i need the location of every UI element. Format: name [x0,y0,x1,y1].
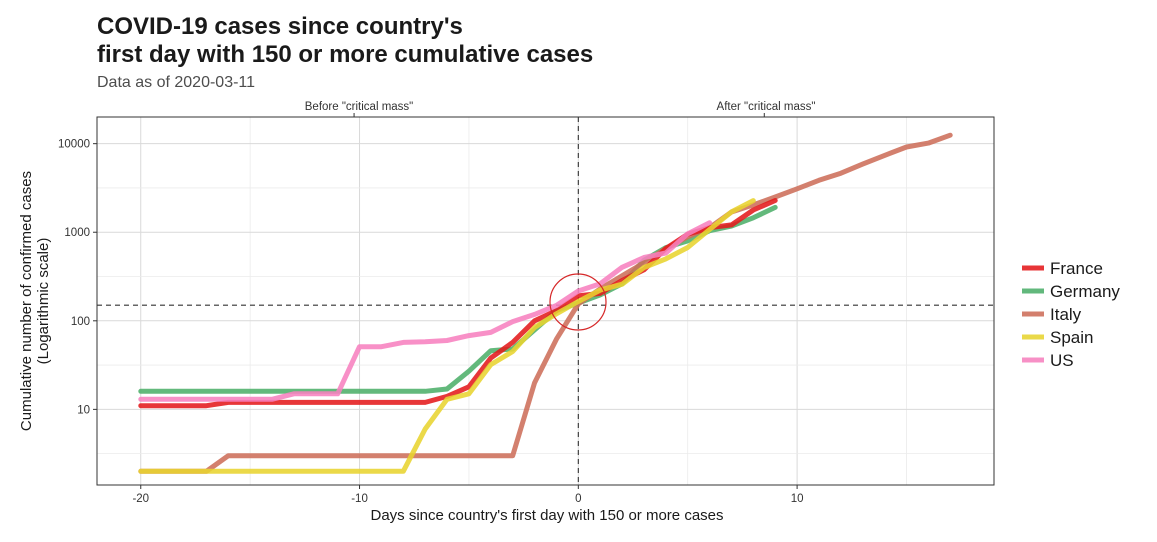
legend-label-france: France [1050,259,1103,278]
legend-label-us: US [1050,351,1074,370]
x-tick-label: -20 [132,493,149,505]
grid-lines [97,117,994,485]
y-tick-label: 10 [77,404,90,416]
y-tick-label: 10000 [58,139,90,151]
y-tick-label: 1000 [64,227,90,239]
critical-mass-circle [549,273,607,331]
series-lines [138,132,953,474]
after-critical-mass-label: After "critical mass" [717,101,816,113]
x-tick-label: 0 [575,493,581,505]
x-tick-label: -10 [351,493,368,505]
y-axis-label-line-2: (Logarithmic scale) [35,238,52,365]
chart-title: COVID-19 cases since country's first day… [97,13,593,69]
before-critical-mass-label: Before "critical mass" [305,101,414,113]
y-tick-label: 100 [71,316,90,328]
series-line-spain [138,198,756,474]
legend: France Germany Italy Spain US [1022,259,1120,370]
plot-panel-border [96,116,995,486]
series-line-us [138,220,713,402]
legend-label-germany: Germany [1050,282,1120,301]
reference-lines [97,117,994,485]
y-axis-label-line-1: Cumulative number of confirmed cases [18,171,35,431]
chart-title-line-1: COVID-19 cases since country's [97,13,463,40]
x-tick-label: 10 [791,493,804,505]
series-line-italy [138,132,953,474]
axes: -20 -10 0 10 10 100 1000 10000 [58,113,803,505]
chart-title-line-2: first day with 150 or more cumulative ca… [97,41,594,68]
legend-label-italy: Italy [1050,305,1082,324]
legend-label-spain: Spain [1050,328,1093,347]
series-line-france [138,198,778,409]
x-axis-label: Days since country's first day with 150 … [371,507,724,524]
chart-subtitle: Data as of 2020-03-11 [97,74,256,91]
series-line-germany [138,204,778,394]
